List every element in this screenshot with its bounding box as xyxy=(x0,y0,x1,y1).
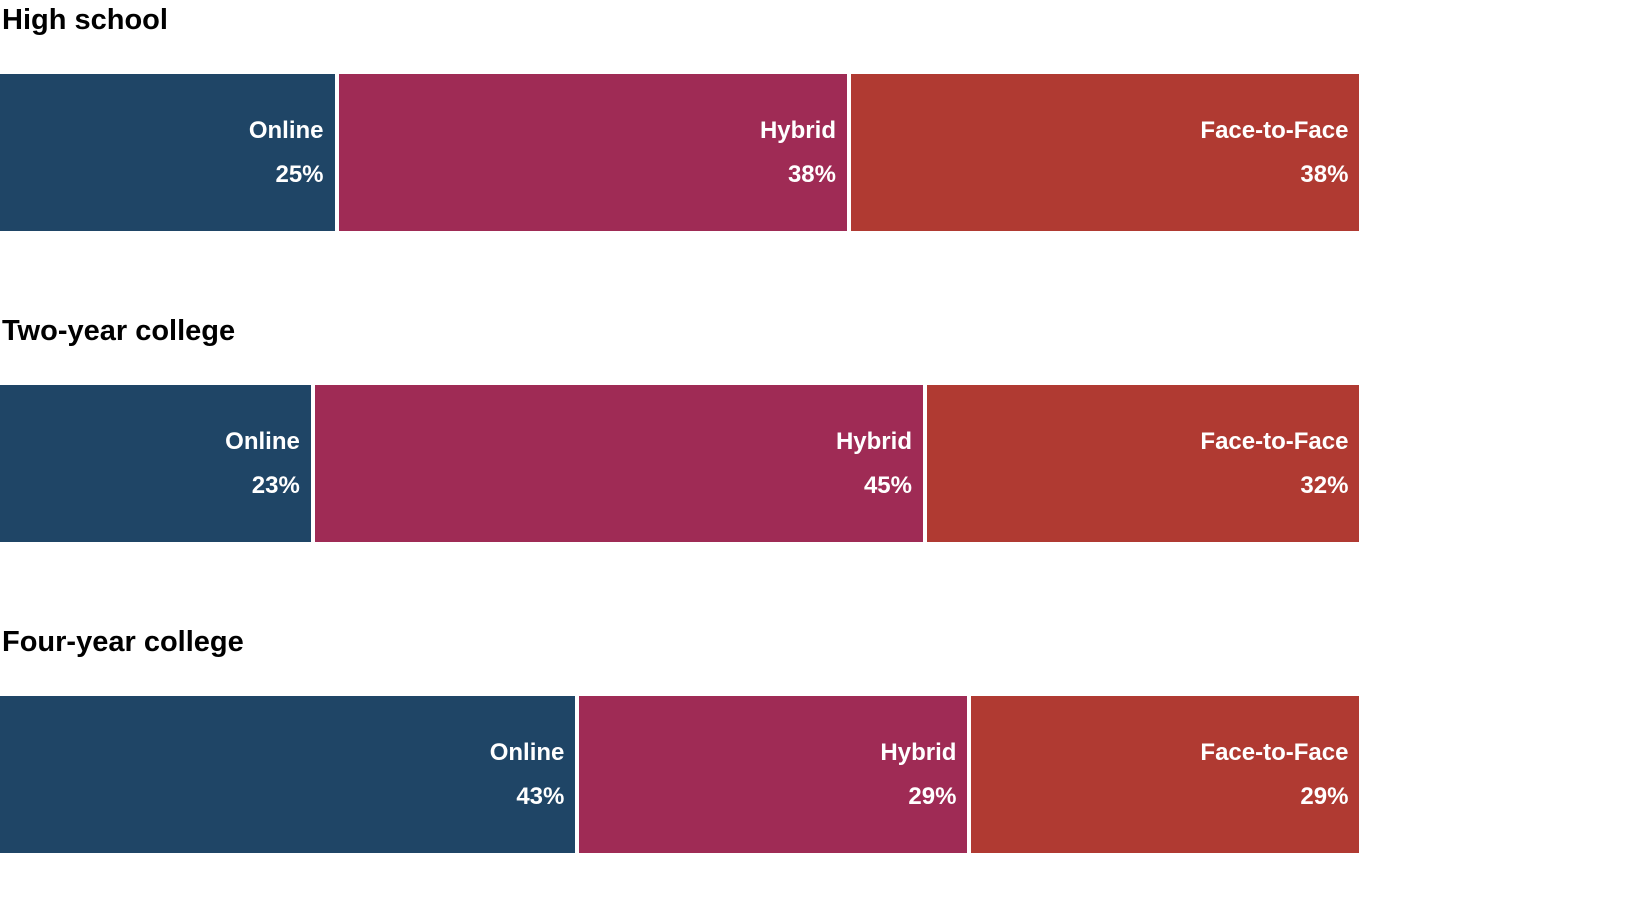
segment-series-label: Face-to-Face xyxy=(1200,116,1349,144)
segment-label-block: Face-to-Face 38% xyxy=(1200,109,1359,197)
group-title: Four-year college xyxy=(2,626,244,658)
segment-series-label: Online xyxy=(225,427,300,455)
segment-value-label: 38% xyxy=(787,160,836,188)
segment-label-block: Hybrid 45% xyxy=(836,420,923,508)
bar-segment-hybrid: Hybrid 29% xyxy=(579,696,968,853)
stacked-bar-chart: High school Online 25% Hybrid 38% Face-to-Fa… xyxy=(0,4,1632,853)
bar-segment-online: Online 25% xyxy=(0,74,335,231)
segment-value-label: 38% xyxy=(1300,160,1349,188)
segment-series-label: Hybrid xyxy=(880,738,957,766)
segment-series-label: Online xyxy=(489,738,565,766)
segment-series-label: Face-to-Face xyxy=(1200,427,1349,455)
bar-segment-hybrid: Hybrid 45% xyxy=(314,385,923,542)
segment-series-label: Face-to-Face xyxy=(1200,738,1349,766)
bar-segment-face-to-face: Face-to-Face 38% xyxy=(850,74,1360,231)
segment-value-label: 32% xyxy=(1300,471,1349,499)
group-title: Two-year college xyxy=(2,315,236,347)
segment-series-label: Hybrid xyxy=(835,427,912,455)
bar-segment-online: Online 43% xyxy=(0,696,576,853)
segment-value-label: 29% xyxy=(1300,782,1349,810)
segment-label-block: Hybrid 29% xyxy=(880,731,967,819)
bar-group: Two-year college Online 23% Hybrid 45% Face-… xyxy=(0,315,1632,542)
bar-segment-online: Online 23% xyxy=(0,385,311,542)
segment-value-label: 43% xyxy=(516,782,565,810)
group-title: High school xyxy=(2,4,168,36)
segment-value-label: 45% xyxy=(863,471,912,499)
bar-group: High school Online 25% Hybrid 38% Face-to-Fa… xyxy=(0,4,1632,231)
segment-series-label: Hybrid xyxy=(759,116,836,144)
segment-label-block: Hybrid 38% xyxy=(760,109,847,197)
bar-segment-hybrid: Hybrid 38% xyxy=(338,74,847,231)
bar-segment-face-to-face: Face-to-Face 29% xyxy=(971,696,1360,853)
stacked-bar: Online 23% Hybrid 45% Face-to-Face 32% xyxy=(0,385,1360,542)
bar-group: Four-year college Online 43% Hybrid 29% Face… xyxy=(0,626,1632,853)
segment-value-label: 29% xyxy=(908,782,957,810)
stacked-bar: Online 43% Hybrid 29% Face-to-Face 29% xyxy=(0,696,1360,853)
segment-value-label: 25% xyxy=(275,160,324,188)
stacked-bar: Online 25% Hybrid 38% Face-to-Face 38% xyxy=(0,74,1360,231)
segment-label-block: Face-to-Face 29% xyxy=(1200,731,1359,819)
segment-label-block: Online 23% xyxy=(225,420,311,508)
bar-segment-face-to-face: Face-to-Face 32% xyxy=(926,385,1360,542)
segment-label-block: Online 43% xyxy=(490,731,576,819)
segment-label-block: Face-to-Face 32% xyxy=(1200,420,1359,508)
segment-value-label: 23% xyxy=(251,471,300,499)
segment-series-label: Online xyxy=(248,116,324,144)
segment-label-block: Online 25% xyxy=(249,109,335,197)
